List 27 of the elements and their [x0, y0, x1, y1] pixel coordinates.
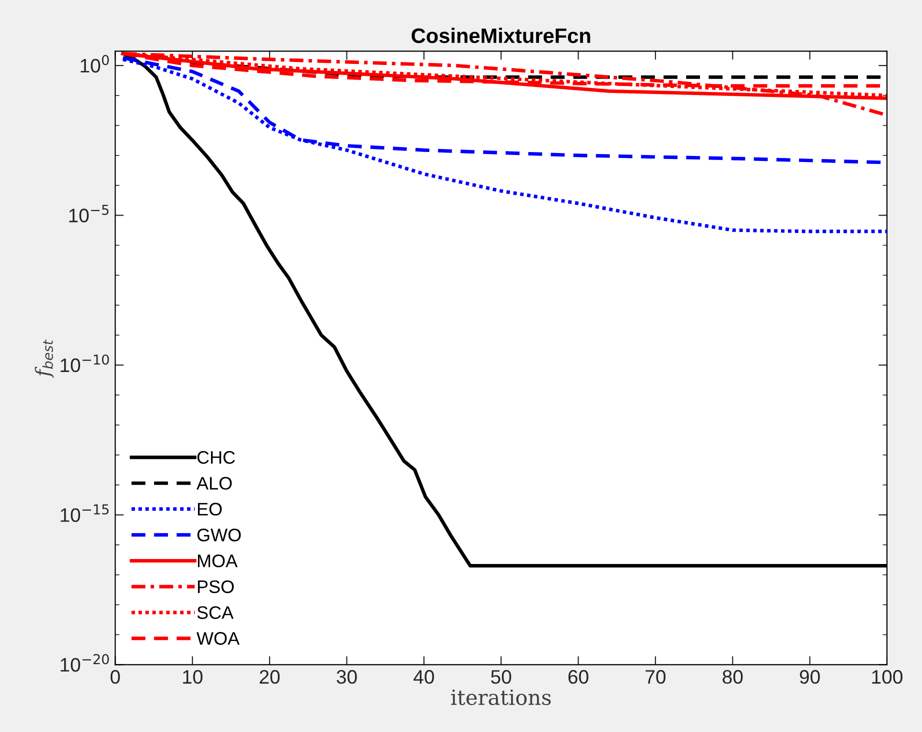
x-tick-label: 40	[414, 670, 434, 684]
legend-label: EO	[198, 502, 222, 516]
x-tick-label: 80	[722, 670, 743, 684]
y-tick-label: 10$^{−20}$	[60, 654, 109, 672]
x-tick-label: 20	[260, 670, 280, 684]
x-tick-label: 0	[110, 670, 120, 684]
y-axis-title: f$_{best}$	[34, 339, 54, 378]
x-axis-title: iterations	[451, 690, 551, 706]
x-tick-label: 30	[336, 670, 357, 684]
x-tick-label: 10	[183, 670, 202, 684]
y-tick-label: 10$^{−5}$	[69, 204, 108, 222]
x-tick-label: 100	[872, 670, 902, 684]
legend-label: CHC	[197, 451, 235, 464]
x-tick-label: 90	[800, 670, 820, 684]
legend-label: PSO	[198, 580, 234, 594]
y-tick-label: 10$^{−10}$	[60, 354, 109, 372]
chart-title: CosineMixtureFcn	[412, 28, 590, 44]
x-tick-label: 50	[491, 670, 512, 684]
legend-label: GWO	[197, 528, 241, 542]
legend-label: MOA	[198, 554, 238, 568]
y-tick-label: 10$^{−15}$	[60, 504, 109, 522]
legend-label: ALO	[196, 476, 232, 490]
legend-label: SCA	[197, 606, 234, 619]
y-tick-label: 10$^{0}$	[80, 54, 109, 73]
x-tick-label: 70	[646, 670, 666, 684]
x-tick-label: 60	[568, 670, 588, 684]
legend-label: WOA	[196, 632, 240, 645]
